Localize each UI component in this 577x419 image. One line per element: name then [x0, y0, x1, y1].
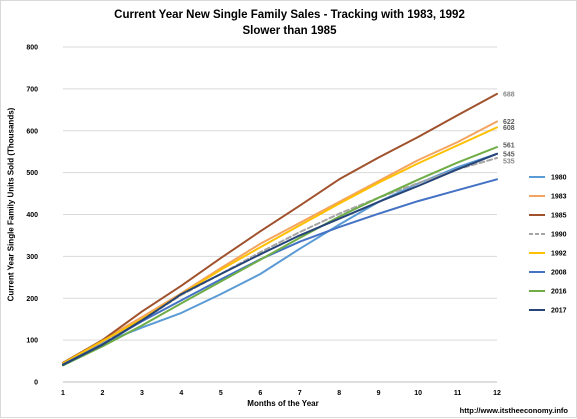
x-tick-label: 9	[377, 390, 381, 397]
legend-label-2016: 2016	[551, 289, 567, 296]
y-tick-label: 500	[26, 170, 38, 177]
y-tick-label: 400	[26, 212, 38, 219]
x-axis-label: Months of the Year	[247, 399, 319, 408]
end-value-label: 535	[503, 158, 515, 165]
x-tick-label: 11	[454, 390, 462, 397]
x-tick-label: 4	[179, 390, 183, 397]
y-axis-label: Current Year Single Family Units Sold (T…	[6, 107, 16, 302]
y-tick-label: 100	[26, 338, 38, 345]
y-tick-label: 200	[26, 296, 38, 303]
y-tick-label: 700	[26, 86, 38, 93]
x-tick-label: 8	[337, 390, 341, 397]
y-tick-label: 800	[26, 45, 38, 52]
x-tick-label: 1	[61, 390, 65, 397]
series-line-1992	[62, 126, 498, 365]
legend-label-1992: 1992	[551, 251, 567, 258]
x-tick-label: 5	[219, 390, 223, 397]
series-line-2017	[62, 152, 498, 366]
end-value-label: 622	[503, 119, 515, 126]
legend-label-1990: 1990	[551, 232, 567, 239]
end-value-label: 688	[503, 91, 515, 98]
x-tick-label: 6	[258, 390, 262, 397]
x-tick-label: 10	[414, 390, 422, 397]
y-tick-label: 300	[26, 254, 38, 261]
y-tick-label: 0	[34, 380, 38, 387]
legend-label-2017: 2017	[551, 308, 567, 315]
legend-label-1983: 1983	[551, 194, 567, 201]
series-line-1980	[62, 152, 498, 367]
end-value-label: 561	[503, 143, 515, 150]
chart-title: Current Year New Single Family Sales - T…	[114, 9, 465, 21]
x-tick-label: 7	[298, 390, 302, 397]
end-value-label: 608	[503, 125, 515, 132]
end-value-label: 545	[503, 151, 515, 158]
legend-label-1985: 1985	[551, 213, 567, 220]
legend-label-1980: 1980	[551, 175, 567, 182]
x-tick-label: 12	[493, 390, 501, 397]
series-line-1985	[62, 92, 498, 364]
series-line-1983	[62, 120, 498, 365]
y-tick-label: 600	[26, 128, 38, 135]
series-line-2016	[62, 146, 498, 367]
legend-label-2008: 2008	[551, 270, 567, 277]
source-url[interactable]: http://www.itstheeconomy.info	[459, 406, 568, 415]
chart-subtitle: Slower than 1985	[242, 25, 337, 37]
x-tick-label: 3	[140, 390, 144, 397]
x-tick-label: 2	[101, 390, 105, 397]
series-line-2008	[62, 178, 498, 366]
